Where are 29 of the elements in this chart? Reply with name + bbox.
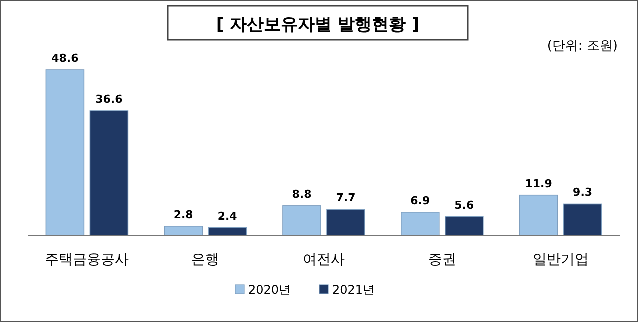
data-label: 2.4 [218,210,238,223]
bar [326,209,366,236]
data-label: 8.8 [292,188,312,201]
data-label: 5.6 [454,198,474,212]
x-tick-label: 은행 [192,252,220,268]
data-label: 36.6 [96,92,124,106]
data-label: 2.8 [174,208,194,222]
bar [519,194,558,236]
bar [401,212,440,236]
data-label: 6.9 [410,194,430,208]
chart-title: [ 자산보유자별 발행현황 ] [216,15,420,35]
bar [563,204,602,236]
bar [46,70,85,236]
text: (단위: 조원) [547,39,618,54]
data-label: 48.6 [52,52,80,65]
bar [282,206,322,236]
bar [164,226,203,236]
legend-label: 2021년 [332,283,376,297]
x-tick-label: 증권 [428,252,456,268]
legend-label: 2020년 [248,283,292,297]
data-label: 11.9 [525,177,552,190]
data-label: 7.7 [336,192,356,205]
x-tick-label: 여전사 [303,252,345,268]
x-tick-label: 일반기업 [532,252,589,268]
bar [208,227,247,236]
bar [90,110,129,236]
bar [445,216,484,236]
x-tick-label: 주택금융공사 [45,252,130,268]
data-label: 9.3 [573,186,593,200]
